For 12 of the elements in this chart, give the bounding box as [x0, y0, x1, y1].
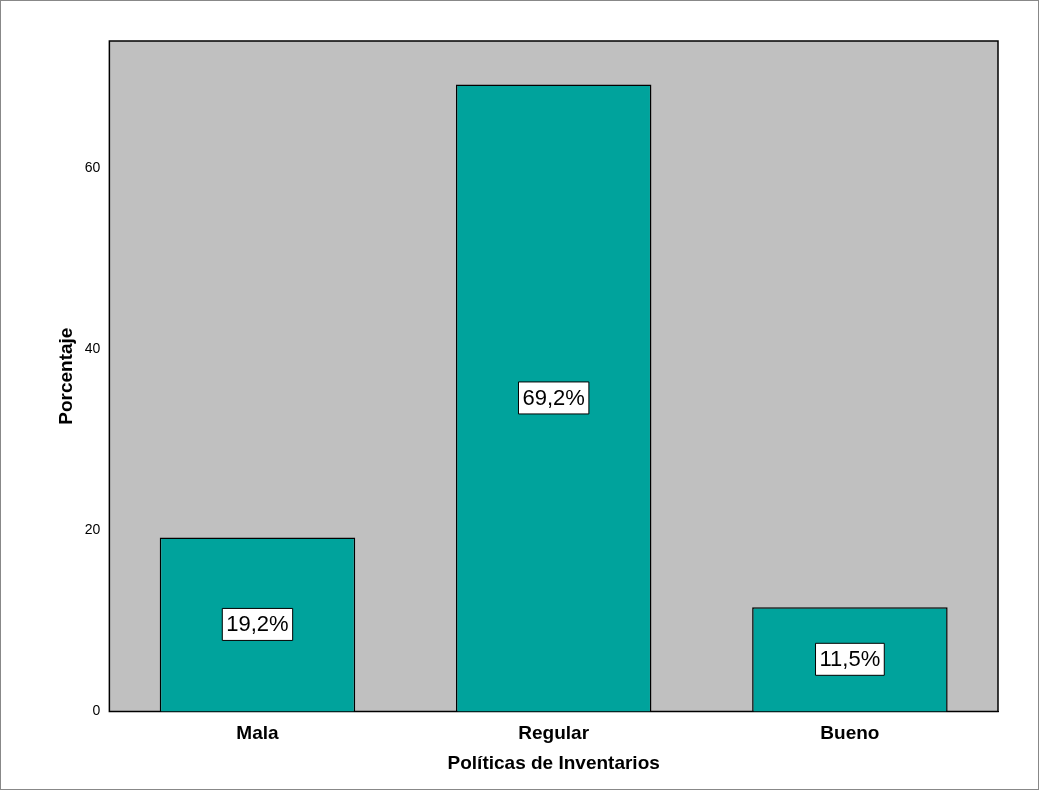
data-label: 69,2%: [522, 385, 585, 411]
y-axis-title: Porcentaje: [54, 327, 76, 425]
y-tick-label: 40: [84, 339, 101, 356]
x-tick-label: Bueno: [820, 722, 880, 744]
x-tick-label: Regular: [518, 722, 590, 744]
x-axis-title: Políticas de Inventarios: [447, 751, 660, 773]
x-tick-label: Mala: [236, 722, 280, 744]
y-tick-label: 0: [92, 702, 101, 719]
data-label: 11,5%: [819, 646, 881, 672]
y-tick-label: 60: [84, 158, 101, 175]
y-tick-label: 20: [84, 521, 101, 538]
data-label: 19,2%: [226, 611, 289, 637]
